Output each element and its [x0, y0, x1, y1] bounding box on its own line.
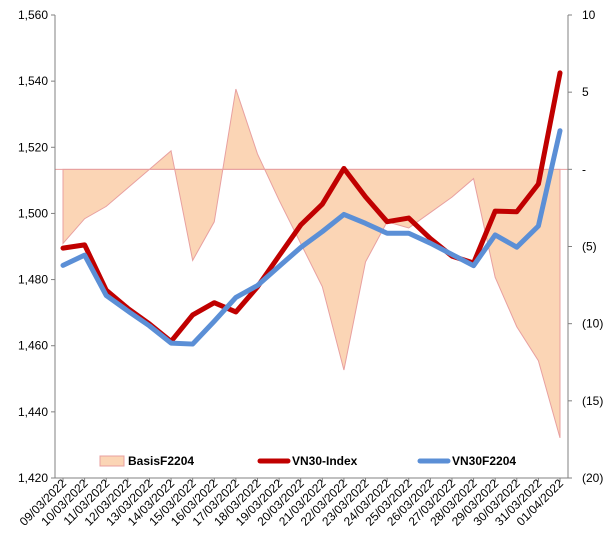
right-tick-label: - [582, 162, 586, 176]
series-line-VN30F2204 [60, 128, 563, 347]
legend-swatch-BasisF2204 [99, 455, 125, 467]
left-tick-label: 1,560 [18, 8, 48, 22]
right-tick-label: (5) [582, 240, 597, 254]
left-tick-label: 1,520 [18, 140, 48, 154]
right-tick-label: 10 [582, 8, 596, 22]
left-tick-label: 1,540 [18, 74, 48, 88]
right-tick-label: (20) [582, 471, 603, 485]
legend-label-BasisF2204: BasisF2204 [128, 454, 194, 468]
right-tick-label: (15) [582, 394, 603, 408]
series-area-BasisF2204 [62, 88, 561, 439]
left-tick-label: 1,480 [18, 273, 48, 287]
right-tick-label: (10) [582, 317, 603, 331]
left-tick-label: 1,500 [18, 206, 48, 220]
lines-layer [60, 70, 563, 347]
left-tick-label: 1,440 [18, 405, 48, 419]
right-tick-label: 5 [582, 85, 589, 99]
legend-label-VN30F2204: VN30F2204 [452, 454, 516, 468]
left-tick-label: 1,460 [18, 339, 48, 353]
left-tick-label: 1,420 [18, 471, 48, 485]
legend: BasisF2204 VN30-Index VN30F2204 [99, 454, 516, 468]
area-layer [62, 88, 561, 439]
legend-label-VN30-Index: VN30-Index [292, 454, 358, 468]
